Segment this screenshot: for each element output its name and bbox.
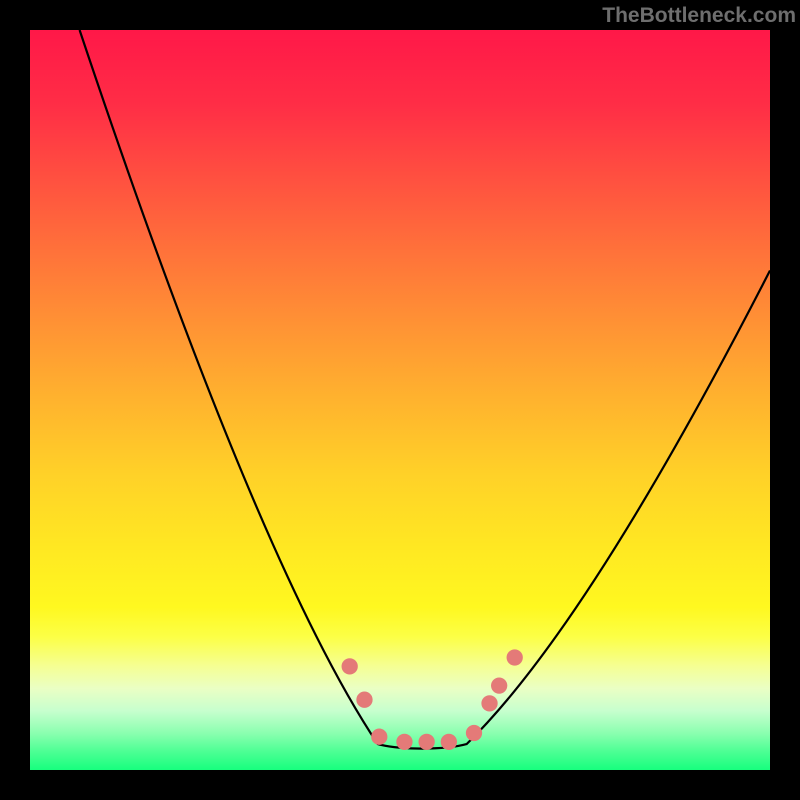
marker-point <box>396 734 412 750</box>
attribution-watermark: TheBottleneck.com <box>602 4 796 28</box>
marker-point <box>481 695 497 711</box>
marker-point <box>491 678 507 694</box>
marker-point <box>356 692 372 708</box>
marker-point <box>466 725 482 741</box>
marker-point <box>441 734 457 750</box>
marker-point <box>342 658 358 674</box>
marker-point <box>507 649 523 665</box>
marker-point <box>419 734 435 750</box>
chart-svg <box>0 0 800 800</box>
plot-background <box>30 30 770 770</box>
marker-point <box>371 729 387 745</box>
